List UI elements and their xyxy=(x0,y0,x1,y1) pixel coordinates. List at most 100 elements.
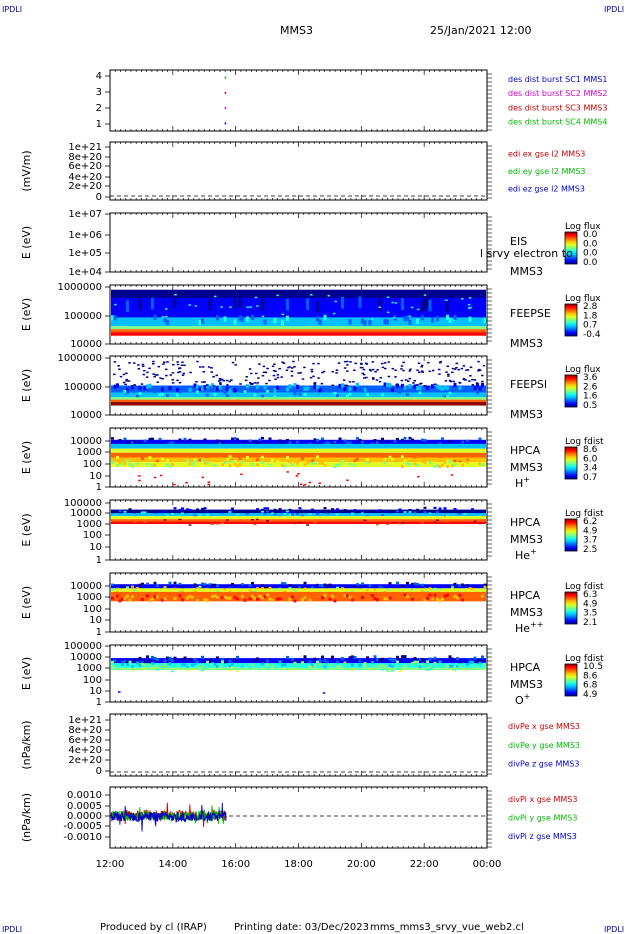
hpca-hepp-panel-speck xyxy=(336,586,339,589)
burst-panel-legend-entry: des dist burst SC3 MMS3 xyxy=(508,103,607,112)
hpca-h-panel-speck xyxy=(243,440,247,444)
feepse-panel-speck xyxy=(406,315,409,321)
hpca-hepp-panel-speck xyxy=(191,595,194,599)
hpca-he-panel-speck xyxy=(443,515,447,517)
hpca-o-panel-speck xyxy=(316,660,319,664)
hpca-o-panel-speck xyxy=(291,668,294,671)
hpca-he-panel-speck xyxy=(336,513,339,516)
eis-panel: 1e+04 1e+05 1e+06 1e+07 E (eV) EIS MMS3 Log flu… xyxy=(20,209,601,278)
hpca-o-panel-speck xyxy=(251,663,254,667)
feepsi-panel-sparse-speck xyxy=(400,379,404,382)
hpca-h-panel-speck xyxy=(233,437,237,440)
hpca-o-panel-speck xyxy=(121,663,124,666)
hpca-he-panel-ytick-label: 10000 xyxy=(70,508,102,519)
hpca-h-panel-speck xyxy=(328,442,332,445)
eis-panel-colorbar-title: Log flux xyxy=(565,222,601,232)
hpca-hepp-panel-ytick-label: 100 xyxy=(83,604,102,615)
hpca-o-panel-speck xyxy=(141,660,144,664)
feepsi-panel-sparse-speck xyxy=(400,365,404,367)
feepsi-panel-sparse-speck xyxy=(473,379,477,381)
hpca-he-panel-speck xyxy=(441,520,444,522)
hpca-h-panel-speck xyxy=(421,459,424,463)
hpca-he-panel-speck xyxy=(313,522,317,524)
hpca-o-panel-speck xyxy=(303,667,307,669)
feepsi-panel-sparse-speck xyxy=(210,371,214,373)
hpca-o-panel-speck xyxy=(476,660,479,664)
hpca-hepp-panel-speck xyxy=(263,595,267,599)
feepse-panel-speck xyxy=(426,295,429,308)
feepse-panel-speck xyxy=(233,296,237,309)
feepsi-panel-sparse-speck xyxy=(337,362,341,364)
feepsi-panel-speck xyxy=(348,386,352,392)
feepsi-panel-sparse-speck xyxy=(148,367,151,370)
hpca-h-panel-speck xyxy=(193,460,197,464)
hpca-hepp-panel-speck xyxy=(206,586,209,590)
hpca-he-panel-speck xyxy=(166,514,169,517)
feepsi-panel-speck xyxy=(256,384,259,389)
hpca-he-panel-speck xyxy=(298,507,302,510)
feepsi-panel-speck xyxy=(146,384,149,389)
feepsi-panel-sparse-speck xyxy=(477,368,481,371)
feepsi-panel-sparse-speck xyxy=(276,374,280,376)
hpca-hepp-panel-speck xyxy=(241,594,244,598)
hpca-he-panel-speck xyxy=(163,519,167,521)
hpca-h-panel-speck xyxy=(373,439,377,442)
hpca-hepp-panel-frame xyxy=(109,572,488,633)
feepsi-panel-sparse-speck xyxy=(446,365,449,368)
divpe-panel-legend-entry: divPe x gse MMS3 xyxy=(508,722,580,731)
hpca-o-panel-speck xyxy=(216,656,219,660)
hpca-hepp-panel-speck xyxy=(148,599,152,603)
feepsi-panel-sparse-speck xyxy=(416,384,419,386)
hpca-hepp-panel-speck xyxy=(431,588,434,591)
feepsi-panel-speck xyxy=(303,386,307,391)
hpca-hepp-panel-speck xyxy=(221,596,224,599)
feepsi-panel-speck xyxy=(133,390,137,393)
eis-panel-instrument-label: EIS xyxy=(510,235,527,248)
hpca-h-panel-speck xyxy=(293,460,297,464)
hpca-h-panel-speck xyxy=(433,464,437,468)
feepsi-panel-sparse-speck xyxy=(141,365,145,367)
hpca-he-panel-speck xyxy=(396,510,399,513)
hpca-he-panel-speck xyxy=(436,519,439,521)
hpca-h-panel-speck xyxy=(413,462,417,466)
hpca-h-panel-speck xyxy=(288,460,292,464)
hpca-hepp-panel-speck xyxy=(258,594,262,598)
feepsi-panel-sparse-speck xyxy=(239,383,242,385)
feepsi-panel-sparse-speck xyxy=(420,382,423,385)
feepse-panel-speck xyxy=(386,319,389,325)
hpca-o-panel-speck xyxy=(121,660,124,664)
hpca-h-panel-speck xyxy=(321,437,324,441)
feepse-panel-speck xyxy=(423,298,427,311)
divpe-panel-ytick-label: 1e+21 xyxy=(68,715,102,726)
hpca-hepp-panel-speck xyxy=(321,584,324,588)
hpca-hepp-panel-speck xyxy=(208,583,212,586)
hpca-h-panel-speck xyxy=(438,442,442,445)
hpca-hepp-panel-speck xyxy=(293,589,297,592)
hpca-o-panel-speck xyxy=(326,660,329,665)
hpca-he-panel-speck xyxy=(351,510,354,513)
feepsi-panel-sparse-speck xyxy=(335,369,339,371)
hpca-o-panel-instrument-label: HPCA xyxy=(510,661,541,674)
hpca-he-panel-speck xyxy=(333,509,337,512)
feepsi-panel-speck xyxy=(473,385,477,390)
feepsi-panel-sparse-speck xyxy=(368,368,372,371)
divpi-panel-legend-entry: divPi y gse MMS3 xyxy=(508,813,577,822)
hpca-o-panel-speck xyxy=(151,667,154,669)
burst-panel-ytick-label: 2 xyxy=(96,103,102,114)
hpca-he-panel-speck xyxy=(446,520,449,523)
hpca-h-panel-sparse-speck xyxy=(295,475,299,477)
edi-panel-legend-entry: edi ex gse l2 MMS3 xyxy=(508,149,585,158)
hpca-hepp-panel-speck xyxy=(386,597,389,601)
feepse-panel-speck xyxy=(306,298,309,311)
feepsi-panel-speck xyxy=(336,394,339,397)
feepsi-panel-sparse-speck xyxy=(113,361,117,363)
feepse-panel-ylabel: E (eV) xyxy=(20,298,33,331)
feepsi-panel-sparse-speck xyxy=(285,369,289,371)
hpca-hepp-panel-speck xyxy=(388,582,392,585)
feepsi-panel-speck xyxy=(213,393,217,396)
hpca-h-panel-speck xyxy=(166,463,169,467)
hpca-he-panel-colorbar-tick: 2.5 xyxy=(583,545,597,555)
hpca-hepp-panel-speck xyxy=(316,583,319,587)
hpca-hepp-panel-speck xyxy=(386,588,389,592)
hpca-he-panel-speck xyxy=(118,510,122,513)
